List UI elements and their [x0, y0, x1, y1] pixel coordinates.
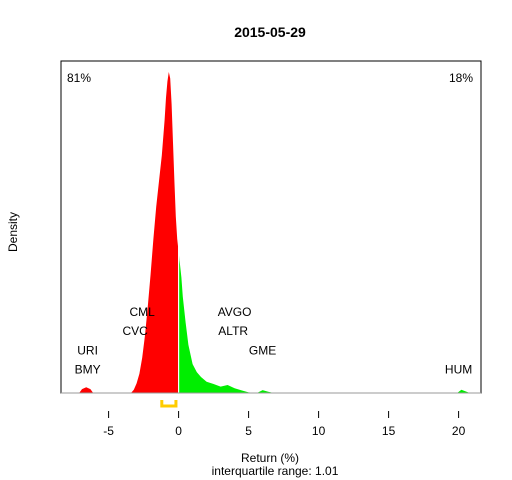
x-tick-label: 20: [452, 424, 466, 438]
x-tick-label: 5: [245, 424, 252, 438]
x-axis: -5 0 5 10 15 20: [103, 411, 466, 438]
iqr-marker: [160, 400, 178, 408]
density-areas: [79, 72, 470, 393]
x-tick-label: 10: [312, 424, 326, 438]
chart-title: 2015-05-29: [234, 24, 306, 40]
ticker-label-uri: URI: [77, 344, 98, 358]
ticker-label-cml: CML: [130, 305, 156, 319]
x-tick-label: 15: [382, 424, 396, 438]
negative-share-label: 81%: [67, 71, 91, 85]
positive-density-area: [178, 251, 470, 393]
x-tick-label: 0: [175, 424, 182, 438]
ticker-label-bmy: BMY: [75, 363, 101, 377]
iqr-bracket: [160, 400, 178, 408]
x-axis-label: Return (%): [241, 451, 299, 465]
positive-share-label: 18%: [449, 71, 473, 85]
ticker-label-hum: HUM: [445, 363, 472, 377]
y-axis-label: Density: [6, 212, 20, 252]
ticker-label-avgo: AVGO: [218, 305, 252, 319]
chart-subtitle: interquartile range: 1.01: [212, 464, 339, 478]
ticker-label-gme: GME: [249, 344, 276, 358]
negative-density-area: [79, 72, 179, 393]
x-tick-label: -5: [103, 424, 114, 438]
ticker-label-altr: ALTR: [218, 324, 248, 338]
ticker-label-cvc: CVC: [123, 324, 149, 338]
